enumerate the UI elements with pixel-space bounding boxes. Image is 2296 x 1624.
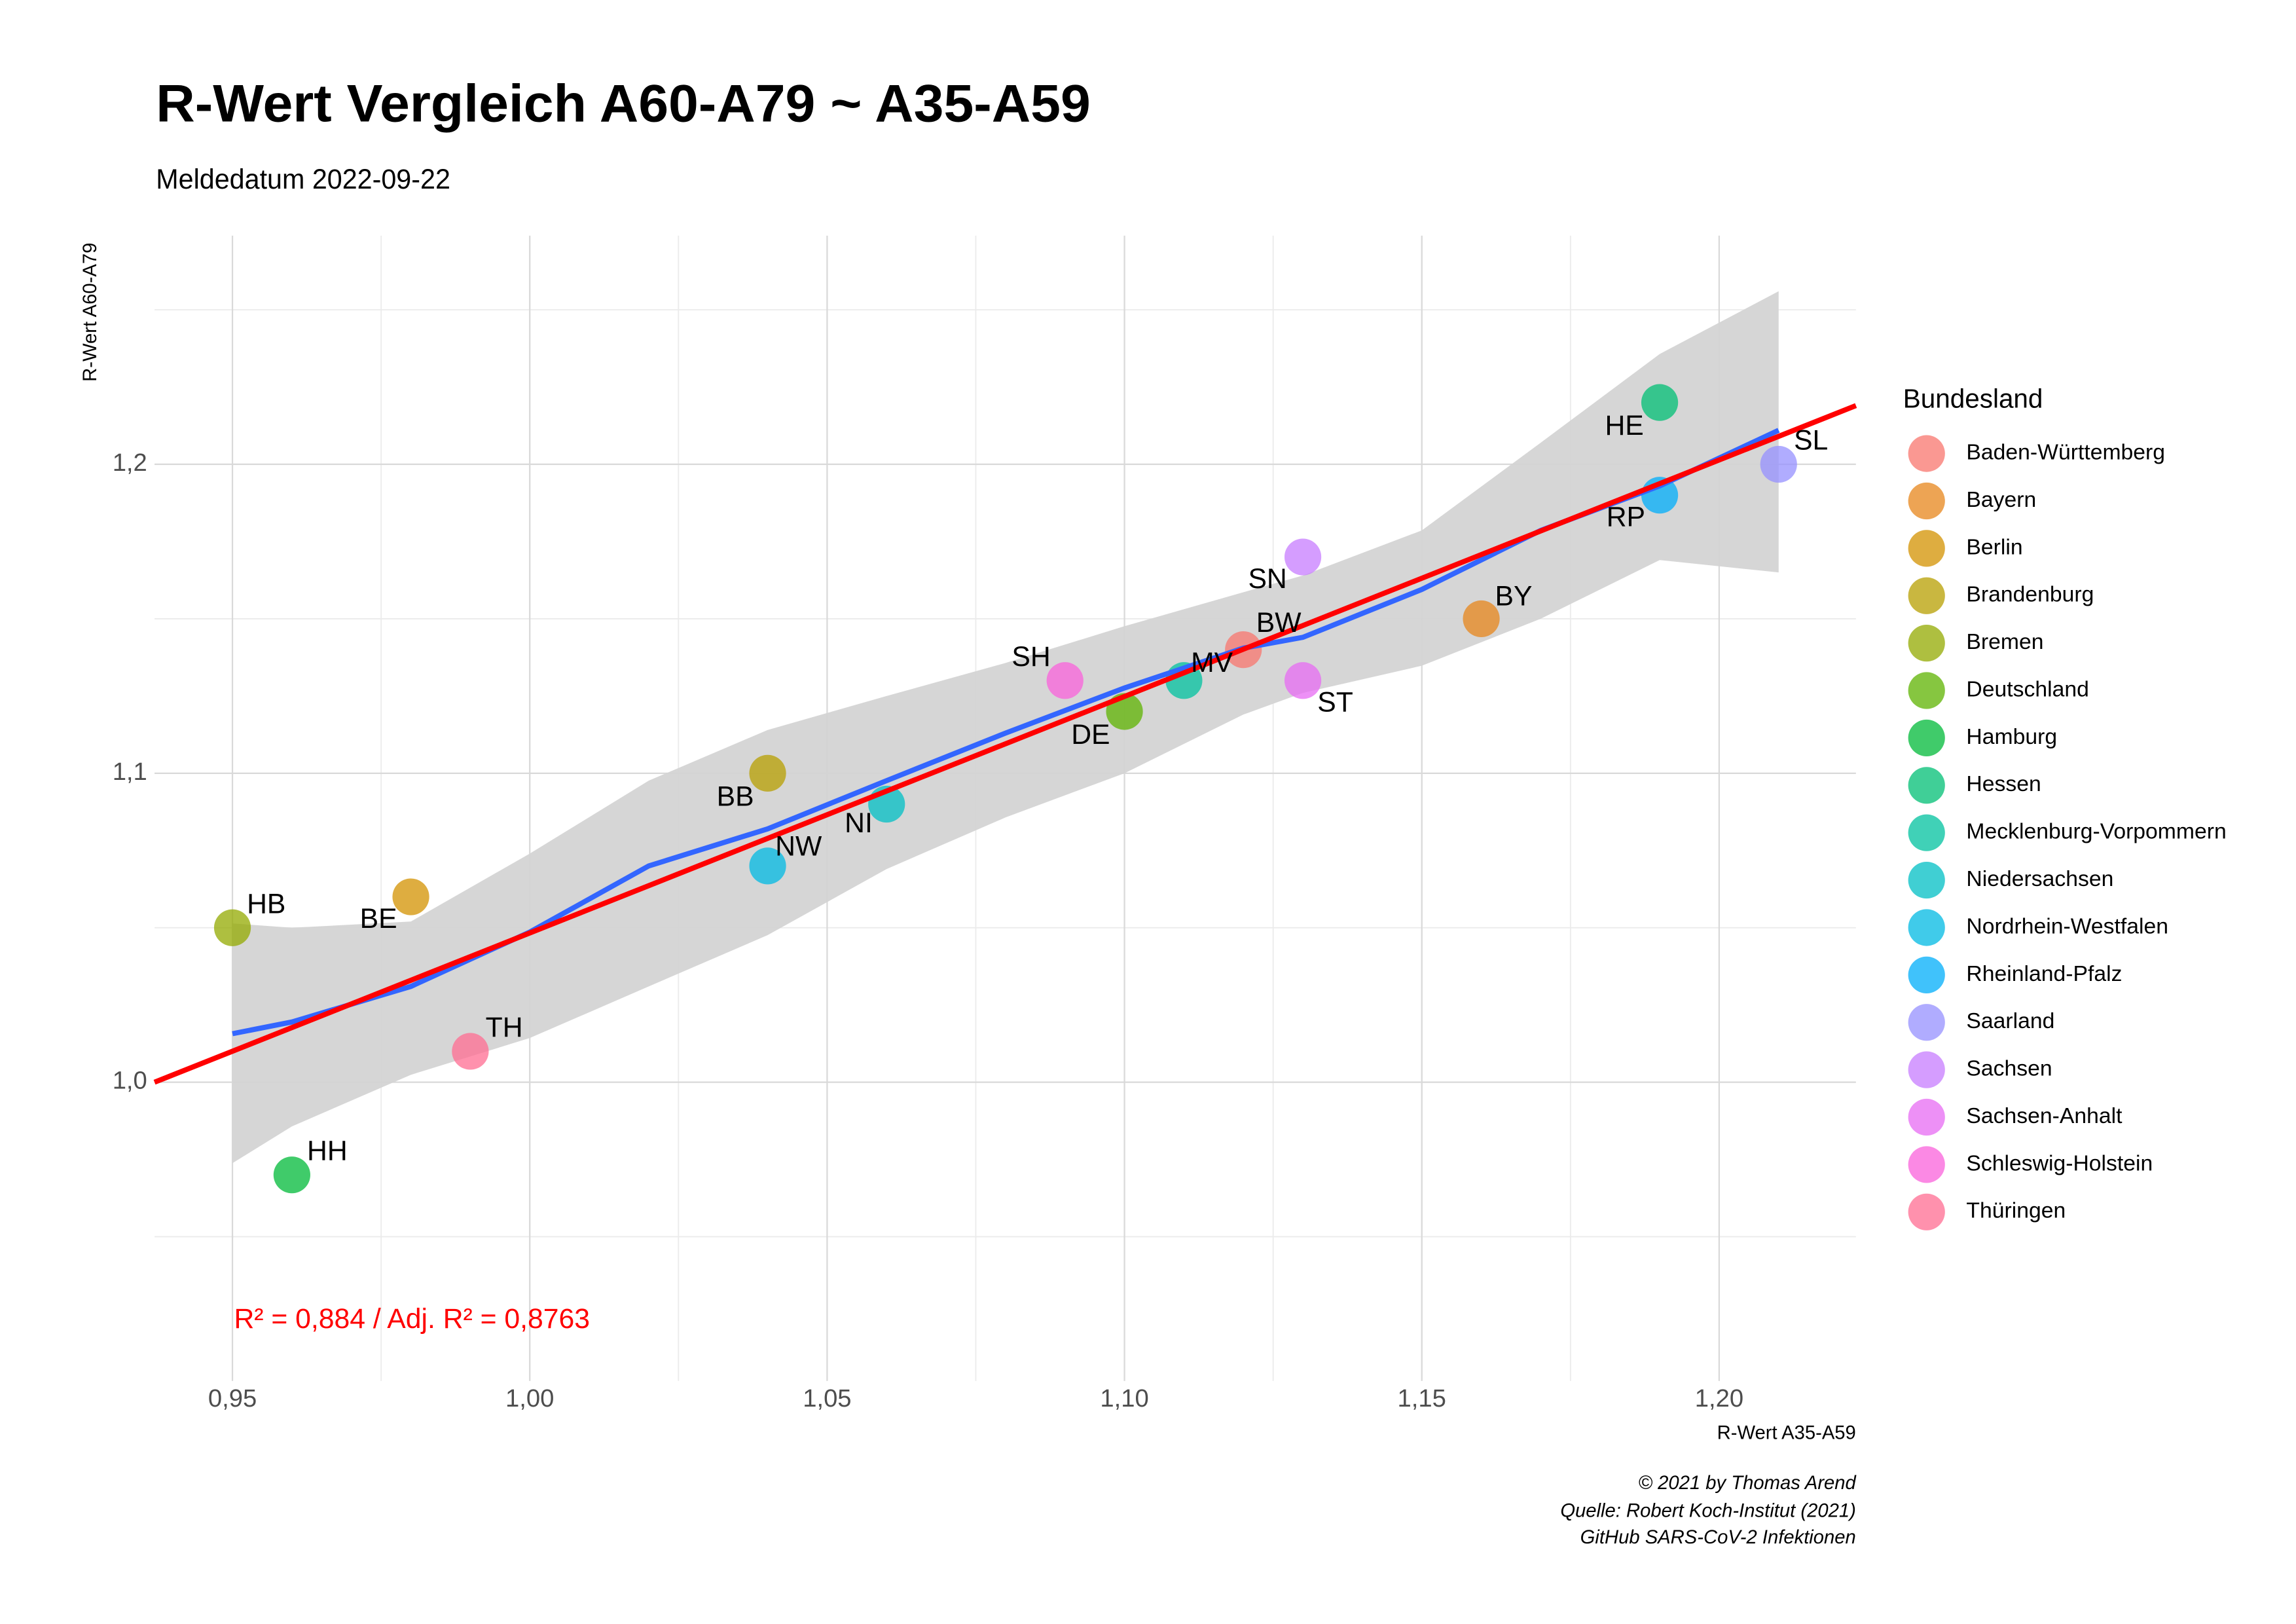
legend-label: Rheinland-Pfalz	[1966, 961, 2122, 986]
point-label: HB	[247, 888, 285, 919]
point	[1463, 600, 1500, 638]
legend-key	[1908, 577, 1945, 614]
point	[1760, 445, 1797, 483]
point-label: BY	[1495, 581, 1533, 612]
caption-line: GitHub SARS-CoV-2 Infektionen	[1580, 1527, 1856, 1548]
legend-key	[1908, 909, 1945, 946]
legend-label: Mecklenburg-Vorpommern	[1966, 819, 2226, 844]
point-label: SH	[1011, 641, 1050, 673]
legend-label: Brandenburg	[1966, 582, 2094, 607]
point-label: NW	[775, 831, 822, 862]
fit-line	[153, 403, 1857, 1085]
point-label: DE	[1071, 719, 1110, 750]
legend-key	[1908, 767, 1945, 804]
legend-label: Baden-Württemberg	[1966, 439, 2165, 464]
legend-label: Bremen	[1966, 629, 2043, 654]
point	[452, 1033, 489, 1070]
legend-key	[1908, 1193, 1945, 1230]
chart-subtitle: Meldedatum 2022-09-22	[156, 164, 450, 195]
x-tick-label: 1,00	[505, 1384, 554, 1412]
legend-key	[1908, 435, 1945, 472]
point-label: HE	[1605, 410, 1643, 441]
point	[1284, 538, 1322, 576]
chart-title: R-Wert Vergleich A60-A79 ~ A35-A59	[156, 75, 1091, 134]
legend-key	[1908, 814, 1945, 851]
legend-key	[1908, 530, 1945, 567]
point-label: SL	[1794, 425, 1828, 456]
legend-key	[1908, 1051, 1945, 1088]
point-label: RP	[1607, 501, 1645, 532]
y-axis-label: R-Wert A60-A79	[80, 243, 101, 382]
point-label: HH	[307, 1135, 348, 1167]
legend-key	[1908, 672, 1945, 709]
legend-label: Thüringen	[1966, 1198, 2066, 1223]
smooth-line	[232, 428, 1780, 1037]
point-label: SN	[1248, 563, 1286, 595]
legend-key	[1908, 1146, 1945, 1183]
point	[1046, 662, 1084, 699]
legend-label: Bayern	[1966, 487, 2036, 512]
point	[213, 909, 251, 946]
x-tick-label: 1,20	[1695, 1384, 1743, 1412]
point-label: BE	[360, 903, 397, 934]
legend-label: Niedersachsen	[1966, 866, 2113, 891]
y-tick-label: 1,2	[113, 449, 147, 477]
point-label: BB	[717, 781, 754, 812]
point-label: MV	[1191, 647, 1233, 678]
point-label: NI	[845, 807, 873, 839]
legend-label: Deutschland	[1966, 676, 2088, 701]
x-tick-label: 1,05	[803, 1384, 851, 1412]
point-label: TH	[486, 1012, 523, 1043]
point	[392, 878, 429, 915]
annotation: R² = 0,884 / Adj. R² = 0,8763	[234, 1303, 590, 1335]
legend-key	[1908, 1098, 1945, 1136]
legend-key	[1908, 956, 1945, 993]
caption-line: © 2021 by Thomas Arend	[1639, 1473, 1857, 1494]
legend-label: Nordrhein-Westfalen	[1966, 913, 2168, 938]
x-tick-label: 0,95	[208, 1384, 257, 1412]
x-axis-label: R-Wert A35-A59	[1717, 1423, 1856, 1444]
caption-line: Quelle: Robert Koch-Institut (2021)	[1560, 1501, 1856, 1522]
legend: Baden-Württemberg Bayern Berlin Brandenburg…	[1908, 435, 2227, 1230]
legend-key	[1908, 719, 1945, 757]
legend-label: Schleswig-Holstein	[1966, 1151, 2153, 1175]
point-label: ST	[1317, 687, 1353, 718]
point-label: BW	[1256, 607, 1302, 638]
marks: BW BY BE BB HB DE HH HE MV NI NW RP SL SN ST SH TH	[153, 291, 1857, 1194]
legend-title: Bundesland	[1903, 383, 2043, 413]
legend-label: Saarland	[1966, 1008, 2054, 1033]
point	[273, 1156, 310, 1194]
legend-key	[1908, 1004, 1945, 1041]
legend-label: Hessen	[1966, 771, 2041, 796]
point	[749, 754, 786, 792]
y-tick-label: 1,1	[113, 758, 147, 786]
confidence-band	[232, 291, 1779, 1164]
legend-label: Sachsen-Anhalt	[1966, 1103, 2123, 1128]
legend-key	[1908, 861, 1945, 899]
legend-label: Berlin	[1966, 534, 2022, 559]
legend-label: Hamburg	[1966, 724, 2057, 749]
legend-key	[1908, 625, 1945, 662]
point	[749, 847, 786, 885]
legend-key	[1908, 482, 1945, 520]
point	[1284, 662, 1322, 699]
x-tick-label: 1,15	[1398, 1384, 1446, 1412]
point	[1641, 384, 1679, 421]
y-tick-label: 1,0	[113, 1067, 147, 1095]
legend-label: Sachsen	[1966, 1056, 2052, 1081]
x-tick-label: 1,10	[1100, 1384, 1148, 1412]
